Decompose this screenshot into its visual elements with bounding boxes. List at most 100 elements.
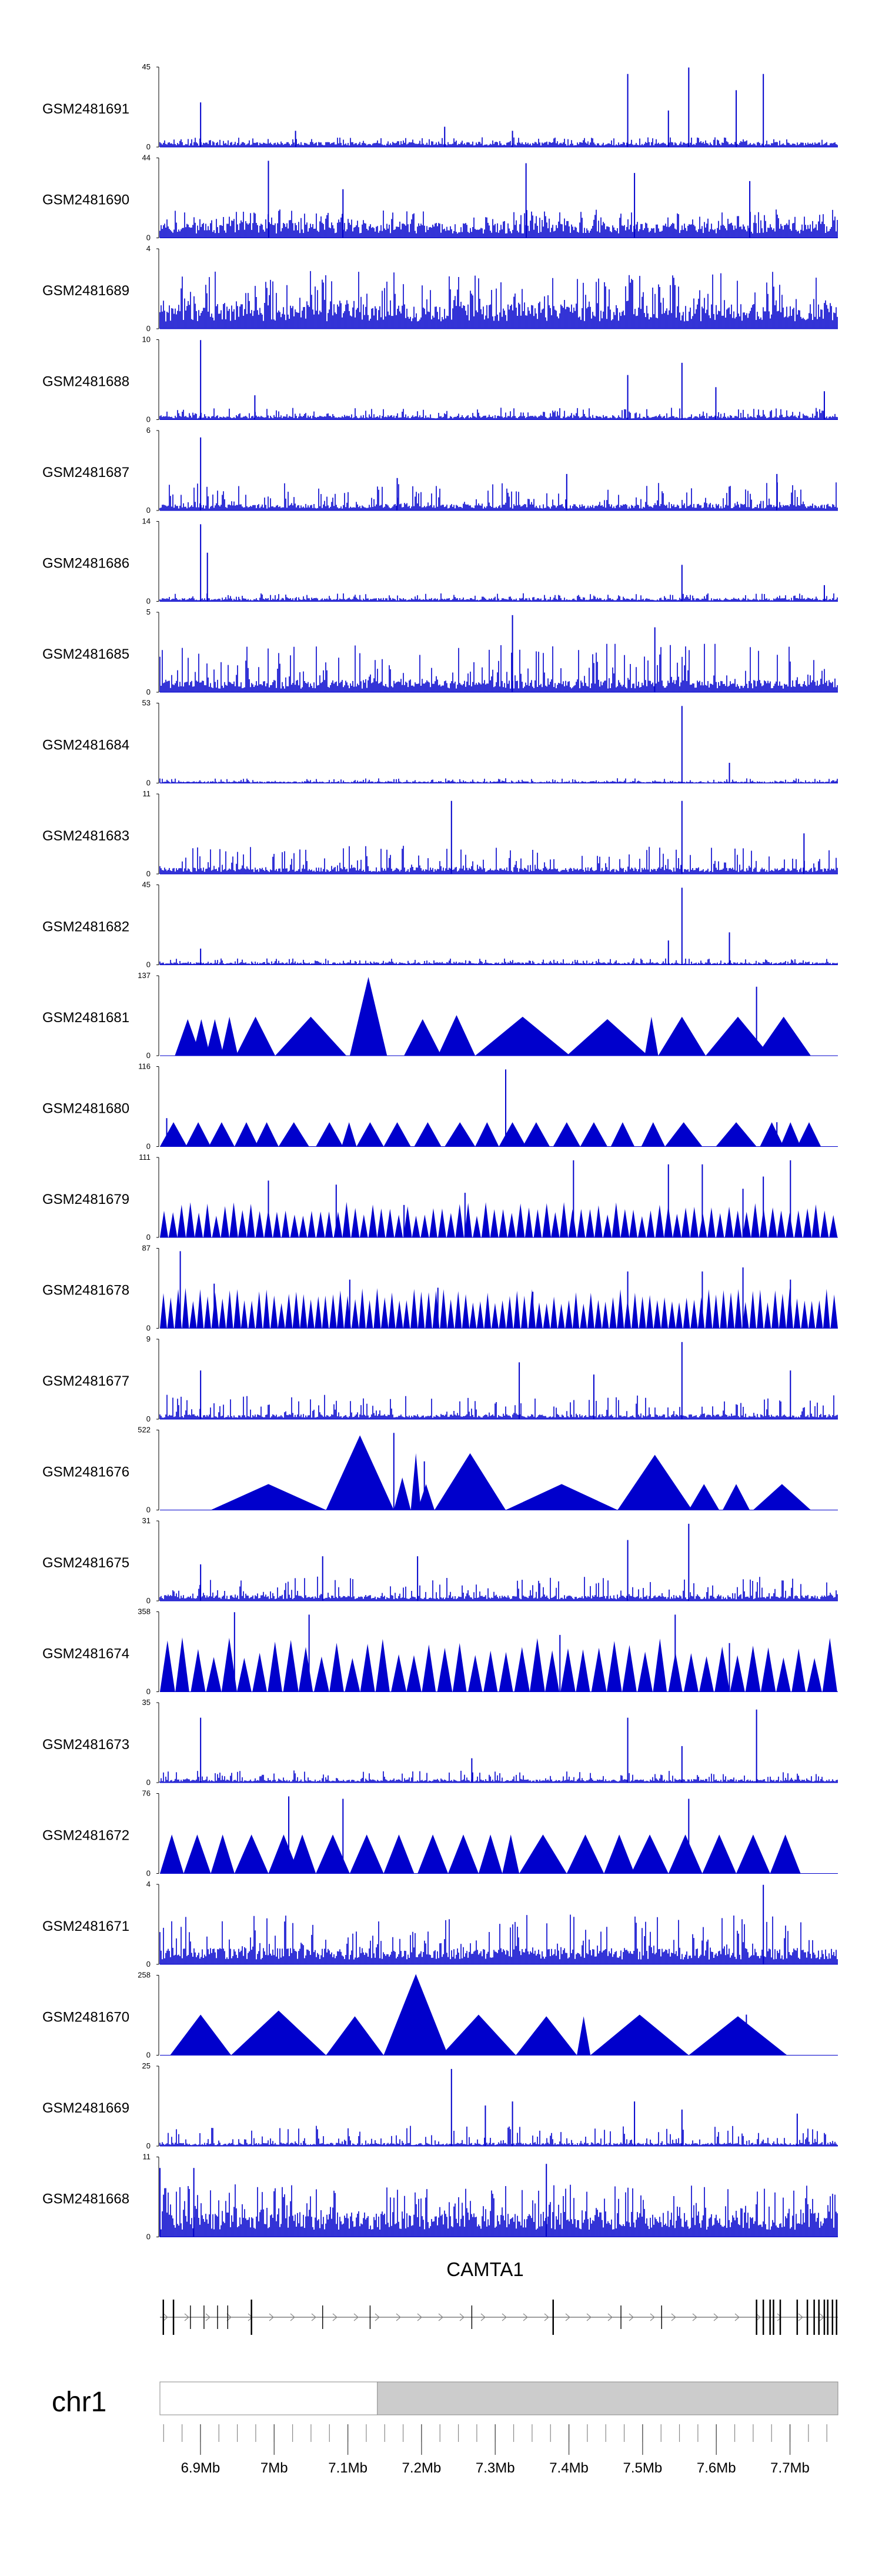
peak bbox=[506, 1484, 618, 1510]
peak bbox=[452, 1643, 467, 1692]
peak bbox=[689, 1484, 720, 1510]
strand-chevron bbox=[523, 2313, 528, 2321]
signal-bars bbox=[159, 778, 838, 783]
peak bbox=[653, 1639, 667, 1692]
peak bbox=[572, 1292, 580, 1329]
y-min-label: 0 bbox=[146, 506, 151, 515]
strand-chevron bbox=[544, 2313, 549, 2321]
peak bbox=[543, 1303, 550, 1329]
y-min-label: 0 bbox=[146, 779, 151, 788]
peak bbox=[664, 1122, 703, 1147]
peak bbox=[560, 1648, 576, 1692]
y-max-label: 5 bbox=[146, 608, 151, 616]
peak bbox=[803, 1208, 812, 1237]
chromosome-label: chr1 bbox=[52, 2387, 106, 2418]
track: GSM2481682 45 0 bbox=[42, 880, 838, 969]
signal bbox=[159, 615, 838, 692]
strand-chevron bbox=[713, 2313, 719, 2321]
peak bbox=[455, 1291, 462, 1329]
y-max-label: 137 bbox=[138, 971, 151, 980]
peak bbox=[742, 1212, 751, 1237]
signal-bars bbox=[159, 593, 838, 602]
peak bbox=[383, 1122, 411, 1147]
peak bbox=[192, 1019, 211, 1056]
track-label: GSM2481677 bbox=[42, 1373, 129, 1389]
peak bbox=[820, 1210, 829, 1237]
y-min-label: 0 bbox=[146, 960, 151, 969]
peak bbox=[609, 1297, 617, 1329]
track-label: GSM2481680 bbox=[42, 1101, 129, 1117]
y-max-label: 11 bbox=[143, 2153, 151, 2161]
peak bbox=[437, 1647, 453, 1692]
peak bbox=[513, 1290, 520, 1329]
peak bbox=[823, 1289, 830, 1329]
peak bbox=[437, 1015, 476, 1056]
peak bbox=[211, 1834, 235, 1874]
peak bbox=[211, 1484, 326, 1510]
peak bbox=[345, 1658, 360, 1692]
strand-chevron bbox=[565, 2313, 570, 2321]
track-label: GSM2481690 bbox=[42, 192, 129, 208]
peak bbox=[516, 1203, 525, 1237]
y-max-label: 4 bbox=[146, 244, 151, 253]
peak bbox=[290, 1214, 299, 1237]
y-max-label: 116 bbox=[138, 1062, 151, 1071]
y-max-label: 44 bbox=[142, 154, 151, 162]
signal-bars bbox=[159, 2184, 838, 2237]
strand-chevron bbox=[205, 2313, 211, 2321]
peak bbox=[771, 1290, 779, 1329]
track-label: GSM2481686 bbox=[42, 556, 129, 572]
peak bbox=[690, 1206, 699, 1237]
peak bbox=[315, 1296, 322, 1329]
peak bbox=[632, 1292, 639, 1329]
peak bbox=[196, 1289, 204, 1329]
y-min-label: 0 bbox=[146, 1233, 151, 1242]
strand-chevron bbox=[671, 2313, 676, 2321]
track: GSM2481679 111 0 bbox=[42, 1153, 838, 1242]
peak bbox=[380, 1297, 389, 1329]
track: GSM2481691 45 0 bbox=[42, 62, 838, 151]
track-label: GSM2481689 bbox=[42, 283, 129, 299]
signal bbox=[159, 1884, 838, 1964]
strand-chevron bbox=[692, 2313, 697, 2321]
track: GSM2481688 10 0 bbox=[42, 335, 838, 424]
y-min-label: 0 bbox=[146, 2233, 151, 2241]
signal bbox=[159, 706, 838, 783]
peak bbox=[468, 1655, 483, 1692]
track-label: GSM2481672 bbox=[42, 1828, 129, 1844]
y-max-label: 4 bbox=[146, 1880, 151, 1888]
peak bbox=[404, 1019, 442, 1056]
strand-chevron bbox=[438, 2313, 443, 2321]
peak bbox=[559, 1202, 569, 1237]
peak bbox=[653, 1300, 662, 1329]
strand-chevron bbox=[756, 2313, 761, 2321]
peak bbox=[734, 1289, 742, 1329]
peak bbox=[349, 977, 387, 1056]
peak bbox=[714, 1646, 730, 1692]
y-max-label: 358 bbox=[138, 1607, 151, 1616]
peak bbox=[270, 1295, 278, 1329]
signal bbox=[159, 437, 838, 510]
peak bbox=[263, 1289, 270, 1329]
peak bbox=[275, 1016, 347, 1056]
y-max-label: 25 bbox=[142, 2061, 151, 2070]
peak bbox=[326, 1435, 394, 1510]
peak bbox=[476, 1301, 484, 1329]
peak bbox=[168, 1212, 178, 1237]
track: GSM2481674 358 0 bbox=[42, 1607, 838, 1696]
peak bbox=[292, 1292, 300, 1329]
track: GSM2481672 76 0 bbox=[42, 1789, 838, 1878]
peak bbox=[464, 1203, 472, 1237]
signal bbox=[175, 977, 811, 1056]
peak bbox=[683, 1653, 699, 1692]
peak bbox=[702, 1834, 737, 1874]
track: GSM2481685 5 0 bbox=[42, 608, 838, 696]
peak bbox=[366, 1300, 373, 1329]
peak bbox=[356, 1122, 384, 1147]
peak bbox=[829, 1214, 838, 1237]
peak bbox=[490, 1209, 499, 1237]
strand-chevron bbox=[332, 2313, 338, 2321]
x-tick-label: 7.4Mb bbox=[549, 2460, 589, 2476]
strand-chevron bbox=[417, 2313, 422, 2321]
peak bbox=[577, 1209, 586, 1237]
